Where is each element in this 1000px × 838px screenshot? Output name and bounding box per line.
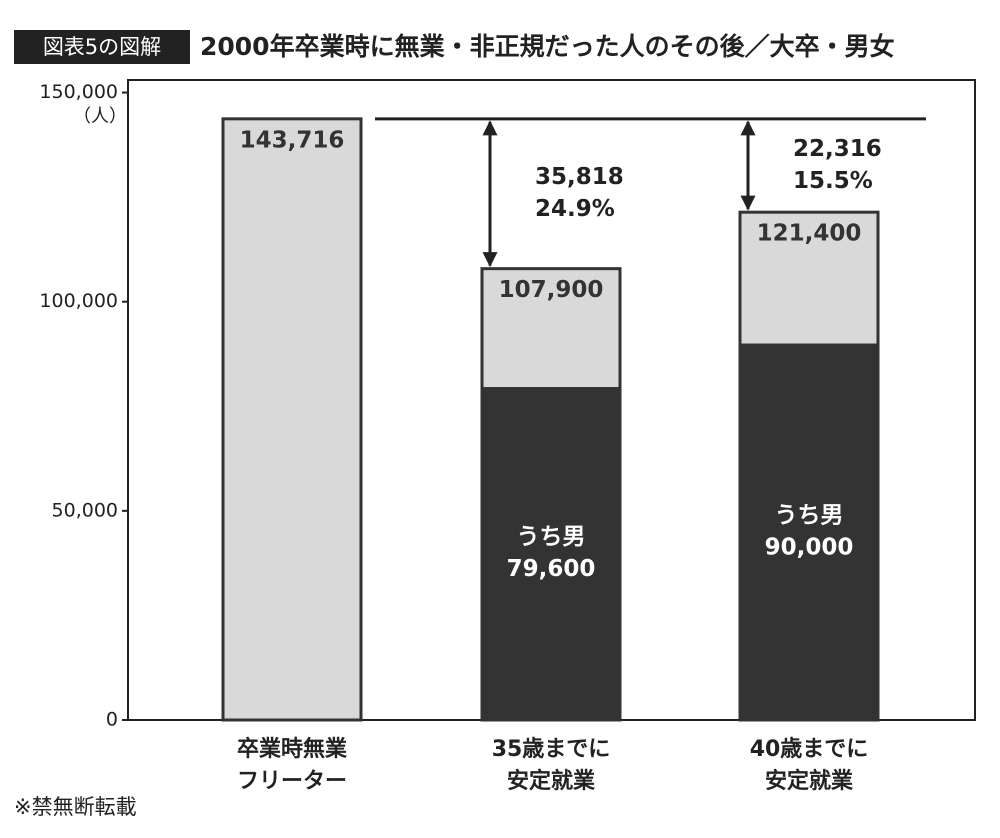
male-bar — [738, 343, 880, 720]
y-unit: （人） — [73, 106, 127, 127]
y-tick-label: 50,000 — [52, 499, 118, 521]
x-tick-label: 安定就業 — [765, 768, 854, 794]
value-label: 107,900 — [499, 277, 604, 303]
gap-percent: 24.9% — [535, 196, 615, 222]
footnote: ※禁無断転載 — [14, 795, 137, 819]
x-tick-label: 35歳までに — [492, 737, 611, 762]
x-tick-label: フリーター — [237, 769, 347, 794]
gap-label: 22,316 — [793, 136, 882, 162]
male-label: うち男 — [517, 524, 586, 550]
male-label: うち男 — [775, 502, 844, 528]
male-value-label: 79,600 — [507, 556, 596, 582]
y-tick-label: 100,000 — [39, 290, 118, 312]
male-bar — [480, 387, 622, 720]
badge: 図表5の図解 — [43, 35, 161, 59]
y-tick-label: 150,000 — [39, 81, 118, 103]
x-tick-label: 卒業時無業 — [237, 736, 348, 762]
male-value-label: 90,000 — [765, 534, 854, 560]
x-tick-label: 安定就業 — [507, 768, 596, 794]
badge-bg — [14, 30, 190, 64]
gap-label: 35,818 — [535, 164, 624, 190]
y-tick-label: 0 — [106, 709, 118, 731]
value-label: 143,716 — [240, 127, 345, 153]
value-label: 121,400 — [757, 221, 862, 247]
bar — [221, 117, 363, 722]
x-tick-label: 40歳までに — [750, 737, 869, 762]
gap-percent: 15.5% — [793, 168, 873, 194]
chart-title: 2000年卒業時に無業・非正規だった人のその後／大卒・男女 — [200, 32, 895, 61]
